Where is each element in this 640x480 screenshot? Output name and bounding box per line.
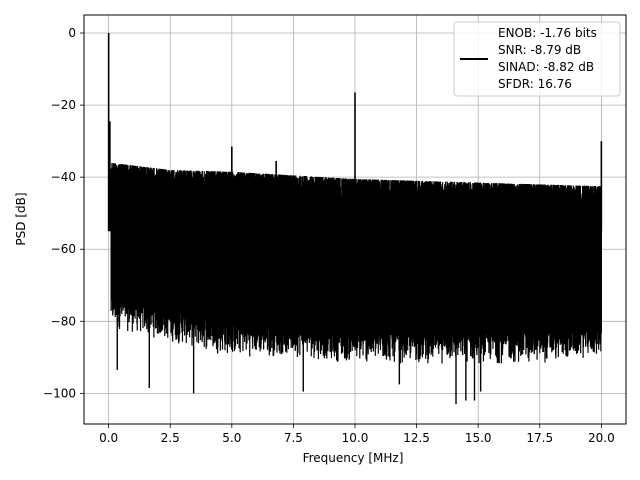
x-tick-label: 5.0: [222, 431, 241, 445]
x-tick-label: 2.5: [161, 431, 180, 445]
legend-line-enob: ENOB: -1.76 bits: [498, 26, 597, 40]
y-tick-label: −100: [43, 386, 76, 400]
y-axis-ticks: 0 −20 −40 −60 −80 −100: [43, 26, 84, 400]
y-tick-label: −60: [51, 242, 76, 256]
x-tick-label: 17.5: [526, 431, 553, 445]
y-tick-label: −40: [51, 170, 76, 184]
legend-line-sinad: SINAD: -8.82 dB: [498, 60, 594, 74]
x-tick-label: 12.5: [403, 431, 430, 445]
x-axis-label: Frequency [MHz]: [303, 451, 404, 465]
x-axis-ticks: 0.0 2.5 5.0 7.5 10.0 12.5 15.0 17.5 20.0: [99, 424, 615, 445]
y-axis-label: PSD [dB]: [14, 192, 28, 245]
x-tick-label: 0.0: [99, 431, 118, 445]
y-tick-label: −80: [51, 314, 76, 328]
legend-line-sfdr: SFDR: 16.76: [498, 77, 572, 91]
y-tick-label: 0: [68, 26, 76, 40]
legend: ENOB: -1.76 bits SNR: -8.79 dB SINAD: -8…: [453, 21, 621, 97]
y-tick-label: −20: [51, 98, 76, 112]
psd-series: [107, 33, 603, 405]
x-tick-label: 7.5: [284, 431, 303, 445]
x-tick-label: 10.0: [342, 431, 369, 445]
x-tick-label: 20.0: [588, 431, 615, 445]
x-tick-label: 15.0: [465, 431, 492, 445]
psd-noise-trace: [110, 162, 602, 364]
legend-line-snr: SNR: -8.79 dB: [498, 43, 581, 57]
legend-box: [453, 21, 621, 97]
